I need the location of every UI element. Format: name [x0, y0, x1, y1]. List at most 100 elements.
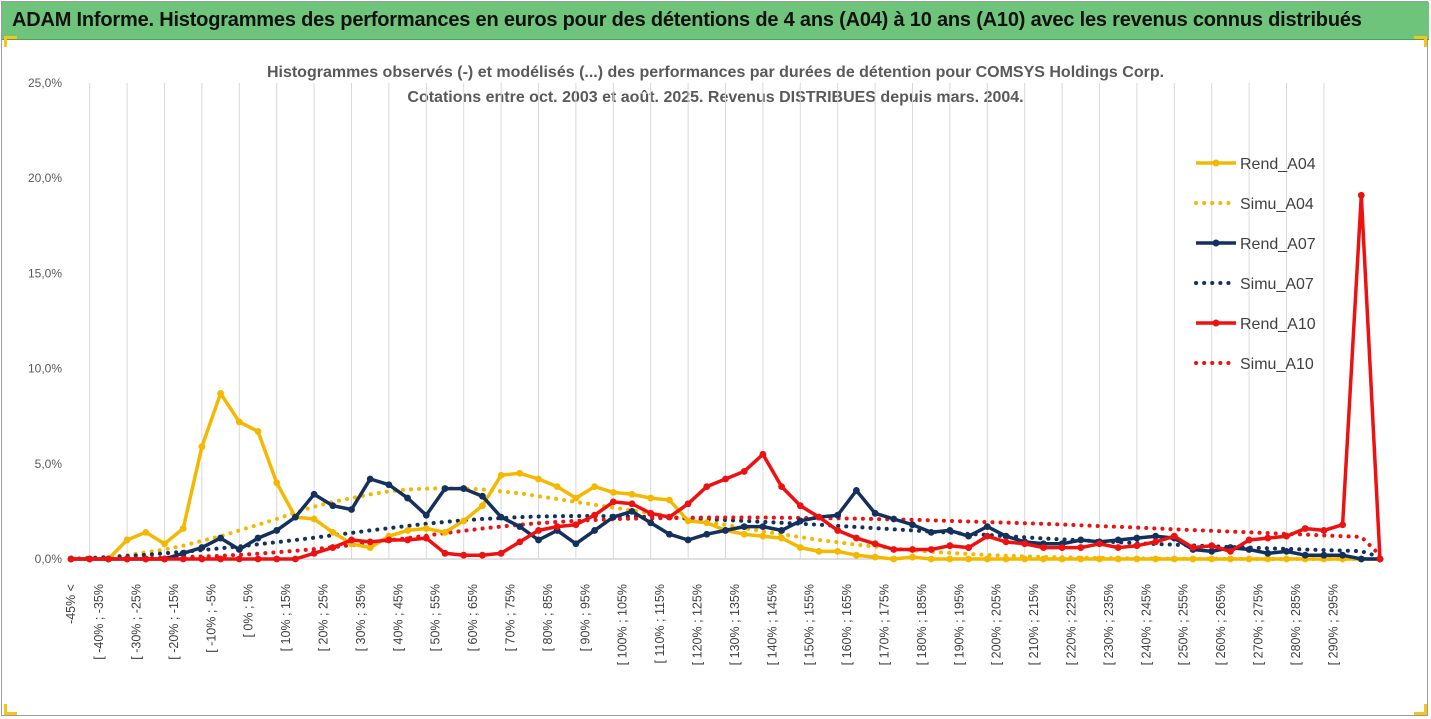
data-point — [1264, 549, 1272, 557]
data-point — [292, 555, 299, 563]
data-point — [441, 549, 449, 557]
data-point — [1152, 555, 1159, 563]
data-point — [628, 508, 636, 515]
data-point — [778, 483, 785, 491]
data-point — [198, 544, 206, 551]
data-point — [909, 546, 916, 553]
legend-label: Simu_A10 — [1240, 356, 1314, 373]
data-point — [217, 534, 225, 542]
data-point — [310, 515, 318, 523]
data-point — [834, 547, 842, 555]
data-point — [385, 536, 393, 544]
data-point — [123, 555, 131, 563]
data-point — [909, 553, 916, 561]
data-point — [722, 475, 729, 483]
data-point — [1357, 555, 1365, 563]
data-point — [329, 528, 337, 536]
data-point — [1227, 555, 1234, 563]
data-point — [1264, 534, 1272, 542]
data-point — [460, 517, 468, 525]
legend-marker — [1212, 239, 1220, 247]
data-point — [142, 528, 150, 536]
data-point — [1021, 540, 1029, 548]
data-point — [1077, 544, 1085, 551]
data-point — [1170, 532, 1178, 540]
data-point — [1152, 538, 1159, 546]
data-point — [198, 443, 206, 451]
data-point — [273, 527, 281, 534]
x-tick-label: [ 0% ; 5% — [242, 584, 256, 638]
data-point — [684, 536, 692, 544]
data-point — [348, 536, 355, 544]
data-point — [759, 450, 767, 458]
x-tick-label: [ 130% ; 135% — [728, 584, 742, 665]
x-tick-label: [ 20% ; 25% — [316, 584, 330, 651]
x-tick-label: [ 40% ; 45% — [391, 584, 405, 651]
data-point — [983, 555, 991, 563]
data-point — [497, 513, 505, 521]
x-tick-label: [ 150% ; 155% — [803, 584, 817, 665]
data-point — [366, 475, 374, 483]
x-tick-label: [ 30% ; 35% — [354, 584, 368, 651]
data-point — [591, 527, 598, 534]
data-point — [815, 513, 823, 521]
data-point — [86, 555, 94, 563]
data-point — [1002, 538, 1010, 546]
data-point — [1208, 555, 1216, 563]
data-point — [1301, 551, 1309, 559]
y-tick-label: 20,0% — [28, 171, 62, 185]
data-point — [647, 509, 655, 517]
data-point — [1283, 547, 1290, 555]
data-point — [1245, 555, 1253, 563]
data-point — [553, 483, 561, 491]
data-point — [1058, 544, 1066, 551]
data-point — [105, 555, 112, 563]
data-point — [666, 530, 673, 538]
data-point — [890, 515, 898, 523]
x-tick-label: [ -20% ; -15% — [167, 584, 181, 660]
data-point — [871, 509, 879, 517]
data-point — [1040, 555, 1047, 563]
data-point — [1208, 542, 1216, 550]
data-point — [796, 517, 804, 525]
data-point — [404, 494, 411, 502]
data-point — [161, 555, 168, 563]
chart-title: Histogrammes observés (-) et modélisés (… — [266, 64, 1165, 81]
x-tick-label: [ 230% ; 235% — [1102, 584, 1116, 665]
data-point — [703, 483, 711, 491]
y-tick-label: 10,0% — [28, 362, 62, 376]
data-point — [1002, 532, 1010, 540]
data-point — [740, 468, 748, 475]
data-point — [609, 488, 617, 496]
x-tick-label: [ 170% ; 175% — [877, 584, 891, 665]
data-point — [965, 544, 972, 551]
x-tick-label: [ 110% ; 115% — [653, 584, 667, 663]
data-point — [329, 502, 337, 510]
x-tick-label: [ 290% ; 295% — [1326, 584, 1340, 665]
x-tick-label: [ 60% ; 65% — [466, 584, 480, 651]
data-point — [628, 500, 636, 508]
data-point — [1114, 544, 1122, 551]
data-point — [1283, 532, 1290, 540]
data-point — [759, 523, 767, 531]
data-point — [535, 527, 542, 534]
x-tick-label: [ 260% ; 265% — [1214, 584, 1228, 665]
data-point — [572, 540, 580, 548]
x-tick-label: [ 280% ; 285% — [1289, 584, 1303, 665]
data-point — [853, 487, 860, 494]
data-point — [161, 540, 168, 548]
data-point — [1264, 555, 1272, 563]
data-point — [946, 542, 954, 550]
data-point — [235, 555, 243, 563]
data-point — [1283, 555, 1290, 563]
data-point — [609, 513, 617, 521]
x-tick-label: [ 220% ; 225% — [1064, 584, 1078, 665]
data-point — [572, 494, 580, 502]
x-tick-label: [ 120% ; 125% — [690, 584, 704, 665]
data-point — [927, 546, 935, 553]
x-tick-label: [ 190% ; 195% — [952, 584, 966, 665]
x-tick-label: [ 160% ; 165% — [840, 584, 854, 665]
legend-label: Rend_A10 — [1240, 316, 1316, 333]
data-point — [778, 527, 785, 534]
x-tick-label: [ 50% ; 55% — [429, 584, 443, 651]
